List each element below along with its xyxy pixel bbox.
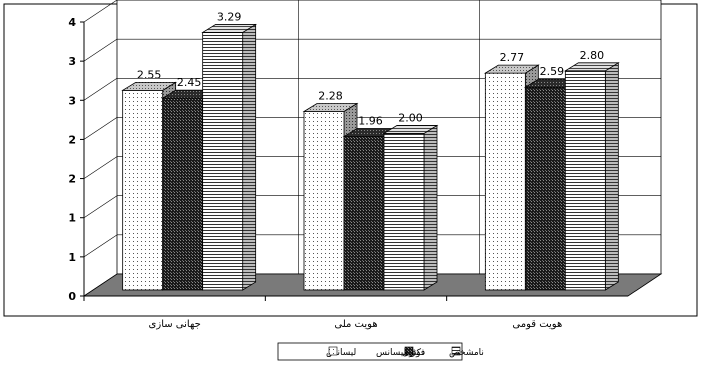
- data-label: 2.45: [177, 76, 202, 89]
- labels-layer: 2.55 2.45 3.29 2.28 1.96 2.00 2.77 2.59 2.80: [137, 10, 604, 127]
- data-label: 1.96: [358, 115, 383, 128]
- bar-side: [242, 23, 257, 291]
- y-tick-label: 3: [68, 94, 76, 107]
- data-label: 3.29: [217, 10, 242, 23]
- bar-side: [604, 62, 619, 291]
- gridline-side: [83, 38, 118, 62]
- bar: [202, 32, 244, 291]
- bar: [383, 133, 425, 291]
- y-tick-label: 3: [68, 55, 76, 68]
- gridline-side: [83, 195, 118, 218]
- data-label: 2.55: [137, 68, 162, 81]
- legend-label-bachelor: لیسانس: [326, 348, 356, 358]
- data-label: 2.00: [398, 111, 423, 124]
- gridline-side: [83, 0, 118, 23]
- y-tick-label: 1: [68, 251, 76, 264]
- bar-top: [382, 125, 439, 134]
- gridline-side: [83, 156, 118, 179]
- legend-box: [277, 342, 463, 361]
- bars-layer: [121, 23, 620, 291]
- bar-top: [201, 24, 258, 33]
- data-label: 2.77: [500, 51, 525, 64]
- legend-swatch-dense: [404, 346, 414, 356]
- data-label: 2.59: [540, 65, 565, 78]
- legend: نامشخص دکتری فوق لیسانس لیسانس: [277, 342, 484, 361]
- bar: [303, 111, 345, 291]
- y-tick-label: 1: [68, 212, 76, 225]
- bar-top: [121, 81, 178, 91]
- x-category-label: جهانی سازی: [149, 319, 201, 330]
- bar: [564, 70, 606, 291]
- gridline-side: [83, 117, 118, 140]
- y-tick-label: 4: [68, 16, 76, 29]
- y-tick-label: 2: [68, 133, 76, 146]
- bar: [484, 72, 526, 291]
- gridline-side: [83, 234, 118, 258]
- legend-label-unspecified: نامشخص: [449, 348, 484, 358]
- legend-label-phd: دکتری: [402, 348, 425, 358]
- legend-label-masters: فوق لیسانس: [376, 348, 425, 358]
- gridline-side: [83, 78, 118, 101]
- y-tick-label: 0: [68, 290, 76, 303]
- data-label: 2.80: [580, 49, 605, 62]
- data-label: 2.28: [318, 90, 343, 103]
- x-category-label: هویت ملی: [334, 319, 377, 330]
- bar-top: [483, 64, 540, 74]
- bar: [162, 97, 204, 291]
- bar-side: [423, 124, 438, 291]
- y-tick-label: 2: [68, 173, 76, 186]
- x-category-label: هویت قومی: [512, 319, 562, 330]
- bar-top: [563, 62, 620, 72]
- bar: [343, 136, 385, 291]
- bar: [524, 86, 566, 291]
- axis-layer: 0 1 1 2 2 3 3 4 جهانی سازی هویت ملی هویت قومی: [68, 16, 628, 330]
- legend-swatch-hstripes: [451, 346, 461, 356]
- bar: [122, 89, 164, 291]
- bar-top: [302, 103, 359, 112]
- legend-swatch-dots: [328, 346, 338, 356]
